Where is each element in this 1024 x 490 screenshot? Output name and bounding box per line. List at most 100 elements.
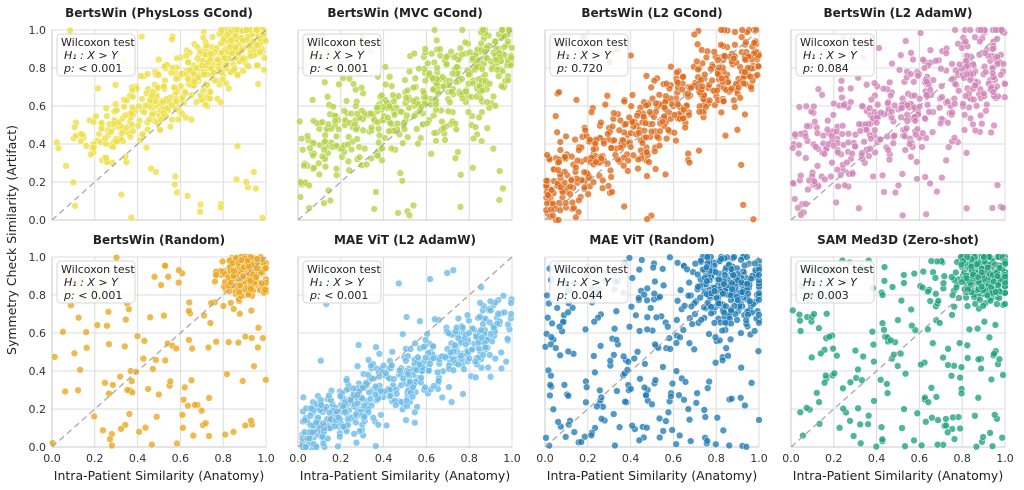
data-point: [851, 142, 859, 151]
data-point: [922, 210, 930, 218]
data-point: [599, 403, 607, 411]
data-point: [731, 41, 739, 49]
data-point: [116, 372, 124, 381]
data-point: [344, 157, 353, 166]
data-point: [797, 171, 805, 180]
data-point: [651, 277, 659, 286]
data-point: [459, 390, 467, 398]
data-point: [384, 113, 392, 122]
data-point: [409, 83, 418, 92]
data-point: [504, 76, 512, 85]
data-point: [668, 379, 677, 388]
data-point: [755, 271, 763, 279]
data-point: [679, 114, 687, 123]
data-point: [931, 274, 940, 282]
data-point: [902, 37, 910, 45]
data-point: [856, 127, 864, 135]
data-point: [694, 65, 702, 74]
data-point: [170, 83, 178, 91]
data-point: [344, 140, 352, 149]
data-point: [829, 111, 837, 119]
data-point: [673, 316, 681, 324]
data-point: [232, 175, 241, 183]
data-point: [411, 74, 419, 82]
data-point: [143, 70, 152, 78]
data-point: [133, 332, 142, 340]
data-point: [187, 376, 196, 384]
data-point: [647, 83, 655, 92]
data-point: [399, 374, 407, 382]
data-point: [685, 416, 694, 424]
data-point: [655, 414, 664, 423]
data-point: [182, 52, 191, 60]
data-point: [98, 119, 106, 127]
data-point: [442, 53, 451, 61]
data-point: [659, 281, 668, 290]
data-point: [431, 315, 439, 323]
data-point: [160, 62, 169, 71]
data-point: [913, 175, 921, 183]
data-point: [976, 37, 984, 46]
data-point: [883, 380, 891, 388]
data-point: [856, 420, 864, 429]
data-point: [239, 377, 247, 385]
data-point: [742, 316, 750, 324]
data-point: [971, 33, 979, 41]
data-point: [140, 108, 148, 116]
data-point: [634, 155, 642, 164]
data-point: [983, 100, 991, 109]
data-point: [656, 293, 664, 301]
data-point: [978, 283, 986, 291]
data-point: [824, 116, 832, 125]
data-point: [234, 71, 242, 79]
data-point: [877, 376, 885, 384]
data-point: [123, 386, 131, 394]
data-point: [128, 377, 136, 385]
data-point: [121, 111, 129, 120]
data-point: [688, 320, 696, 328]
data-point: [791, 130, 799, 138]
data-point: [325, 408, 333, 417]
data-point: [810, 177, 818, 185]
data-point: [684, 149, 692, 158]
data-point: [665, 334, 673, 342]
data-point: [385, 127, 393, 135]
data-point: [956, 339, 964, 347]
data-point: [932, 57, 940, 65]
data-point: [507, 53, 515, 62]
data-point: [497, 348, 505, 357]
data-point: [552, 344, 560, 352]
data-point: [994, 281, 1002, 289]
data-point: [325, 391, 333, 400]
data-point: [139, 354, 148, 363]
data-point: [817, 349, 825, 358]
x-tick-label: 0.2: [579, 452, 597, 465]
data-point: [640, 383, 649, 392]
data-point: [827, 172, 835, 181]
data-point: [597, 415, 606, 423]
data-point: [205, 432, 213, 440]
data-point: [477, 326, 485, 334]
data-point: [985, 333, 994, 342]
data-point: [673, 68, 681, 77]
data-point: [432, 100, 440, 108]
data-point: [562, 132, 570, 141]
data-point: [233, 142, 242, 150]
data-point: [389, 91, 397, 99]
data-point: [451, 119, 460, 128]
data-point: [495, 72, 503, 80]
data-point: [461, 38, 469, 47]
annotation-hypothesis: H₁ : X > Y: [310, 276, 365, 289]
data-point: [352, 102, 360, 110]
data-point: [113, 137, 121, 146]
data-point: [419, 343, 428, 351]
data-point: [321, 163, 330, 171]
data-point: [157, 116, 165, 124]
data-point: [557, 183, 565, 191]
data-point: [262, 264, 270, 272]
data-point: [898, 170, 907, 178]
data-point: [388, 361, 396, 369]
data-point: [146, 313, 154, 321]
data-point: [962, 92, 970, 100]
